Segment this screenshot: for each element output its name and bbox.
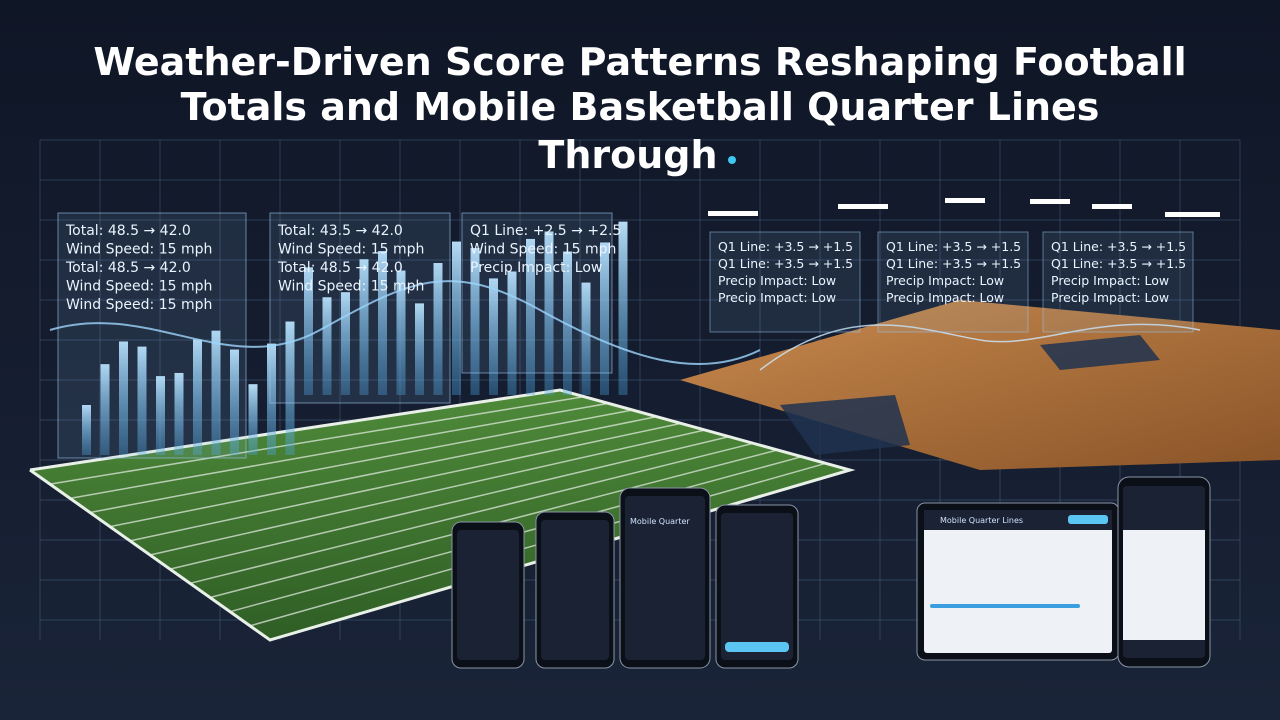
yard-line xyxy=(149,429,706,556)
yard-line xyxy=(49,395,585,485)
decorative-bar xyxy=(359,259,369,395)
decorative-bar xyxy=(452,241,461,395)
panel-line: Q1 Line: +3.5 → +1.5 xyxy=(886,239,1021,254)
panel-line: Wind Speed: 15 mph xyxy=(278,279,424,295)
decorative-bar xyxy=(563,251,572,395)
panel-line: Precip Impact: Low xyxy=(1051,273,1169,288)
court-key xyxy=(780,395,910,455)
yard-line xyxy=(109,415,657,528)
panel-line: Q1 Line: +3.5 → +1.5 xyxy=(886,256,1021,271)
panel-line: Precip Impact: Low xyxy=(470,260,602,276)
panel-line: Wind Speed: 15 mph xyxy=(470,242,616,258)
panel-line: Precip Impact: Low xyxy=(718,290,836,305)
info-panel xyxy=(877,231,1029,333)
info-panel xyxy=(269,212,451,404)
panel-line: Q1 Line: +3.5 → +1.5 xyxy=(718,256,853,271)
yard-line xyxy=(189,442,754,585)
panel-line: Wind Speed: 15 mph xyxy=(66,242,212,258)
phone-header: Mobile Quarter xyxy=(630,517,690,526)
info-panel xyxy=(1042,231,1194,333)
tablet-header: Mobile Quarter Lines xyxy=(940,516,1023,525)
decorative-bar xyxy=(119,341,128,455)
decorative-bar xyxy=(211,330,221,455)
decorative-bar xyxy=(193,339,202,455)
decorative-bar xyxy=(396,270,406,395)
decorative-bar xyxy=(322,297,332,395)
title-dot xyxy=(728,156,736,164)
panel-line: Total: 48.5 → 42.0 xyxy=(65,260,191,276)
phone: Mobile Quarter xyxy=(619,487,711,669)
title-line: Totals and Mobile Basketball Quarter Lin… xyxy=(181,85,1100,129)
decorative-bar xyxy=(304,267,313,395)
decorative-bar xyxy=(285,321,295,455)
info-panel xyxy=(709,231,861,333)
yard-line xyxy=(89,409,633,514)
decorative-bar xyxy=(174,372,184,455)
info-panel xyxy=(57,212,247,459)
yard-line xyxy=(129,422,681,542)
panel-line: Wind Speed: 15 mph xyxy=(66,279,212,295)
decorative-bar xyxy=(248,384,258,455)
panel-line: Q1 Line: +2.5 → +2.5 xyxy=(470,223,621,239)
panel-line: Q1 Line: +3.5 → +1.5 xyxy=(1051,256,1186,271)
phone xyxy=(451,521,525,669)
decorative-bar xyxy=(618,221,628,395)
yard-line xyxy=(169,435,730,570)
decorative-bar xyxy=(470,248,480,395)
decorative-bar xyxy=(544,231,554,395)
title-line: Weather-Driven Score Patterns Reshaping … xyxy=(93,40,1186,84)
decorative-bar xyxy=(489,278,498,395)
decorative-bar xyxy=(415,303,424,395)
info-panel xyxy=(461,212,613,374)
arena-lights xyxy=(708,198,1220,217)
decorative-bar xyxy=(341,292,350,395)
decorative-bar xyxy=(526,238,535,395)
panel-line: Q1 Line: +3.5 → +1.5 xyxy=(718,239,853,254)
decorative-bar xyxy=(378,251,387,395)
panel-line: Total: 43.5 → 42.0 xyxy=(277,223,403,239)
panel-line: Total: 48.5 → 42.0 xyxy=(277,260,403,276)
court-key xyxy=(1040,335,1160,370)
decorative-bars xyxy=(82,221,628,455)
decorative-bar xyxy=(230,349,239,455)
decorative-bar xyxy=(600,242,609,395)
panel-line: Wind Speed: 15 mph xyxy=(66,297,212,313)
phone xyxy=(715,504,799,669)
phone xyxy=(1117,476,1211,668)
decorative-bar xyxy=(433,263,443,395)
wind-wave xyxy=(49,280,761,366)
tablet: Mobile Quarter Lines xyxy=(916,502,1120,661)
panel-line: Wind Speed: 15 mph xyxy=(278,242,424,258)
decorative-bar xyxy=(507,271,517,395)
panel-line: Precip Impact: Low xyxy=(1051,290,1169,305)
decorative-bar xyxy=(581,282,591,395)
yard-line xyxy=(69,402,609,500)
decorative-bar xyxy=(267,343,276,455)
panel-line: Precip Impact: Low xyxy=(886,290,1004,305)
decorative-bar xyxy=(82,405,91,455)
panel-line: Precip Impact: Low xyxy=(718,273,836,288)
wind-wave xyxy=(759,323,1201,371)
phone xyxy=(535,511,615,669)
title-line: Through xyxy=(538,133,717,177)
panel-line: Total: 48.5 → 42.0 xyxy=(65,223,191,239)
panel-line: Precip Impact: Low xyxy=(886,273,1004,288)
panel-line: Q1 Line: +3.5 → +1.5 xyxy=(1051,239,1186,254)
decorative-bar xyxy=(137,346,147,455)
decorative-bar xyxy=(156,376,165,455)
decorative-bar xyxy=(100,364,110,455)
